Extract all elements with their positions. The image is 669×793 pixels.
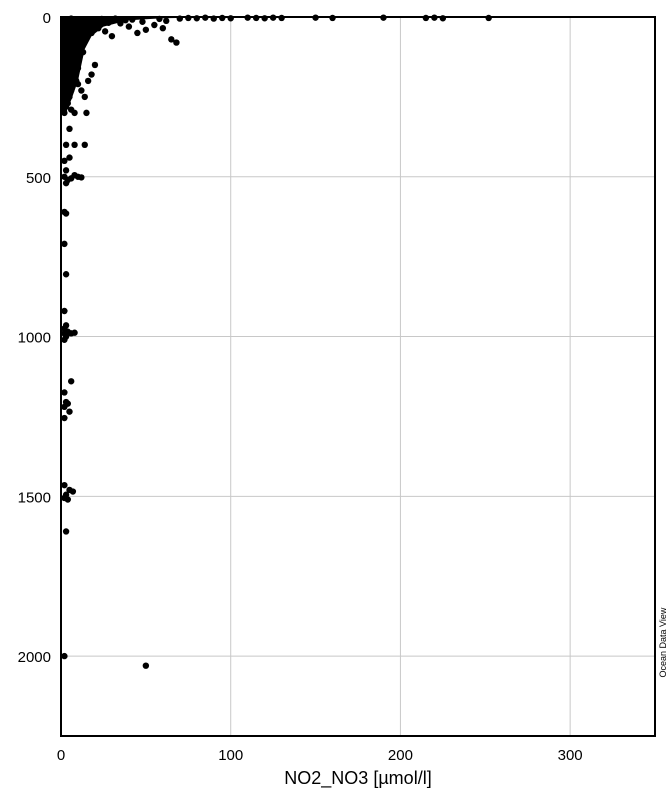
data-point xyxy=(83,109,90,117)
grid-lines xyxy=(61,17,655,736)
y-tick-label: 2000 xyxy=(18,649,51,666)
data-point xyxy=(61,157,68,164)
data-point xyxy=(62,322,70,329)
data-point xyxy=(81,141,88,149)
data-point xyxy=(95,24,102,32)
data-point xyxy=(168,36,175,43)
data-point xyxy=(122,16,129,24)
data-point xyxy=(101,28,109,35)
data-point xyxy=(61,414,68,422)
data-point xyxy=(173,39,180,46)
data-point xyxy=(142,26,150,33)
data-point xyxy=(151,21,158,29)
data-point xyxy=(61,307,68,315)
data-point xyxy=(66,93,73,101)
data-point xyxy=(91,17,99,25)
data-point xyxy=(71,141,78,149)
y-tick-label: 1000 xyxy=(18,330,51,347)
data-point xyxy=(91,61,99,69)
data-point xyxy=(61,109,68,117)
data-point xyxy=(62,103,70,110)
dense-point-cluster xyxy=(61,17,231,113)
data-point xyxy=(159,24,167,32)
data-point xyxy=(66,154,73,161)
data-point xyxy=(74,80,82,88)
data-point xyxy=(134,29,141,37)
data-point xyxy=(62,528,70,535)
data-points xyxy=(61,14,492,669)
data-point xyxy=(66,408,73,415)
tick-labels: 0 100 200 300 0 500 1000 1500 2000 xyxy=(18,10,583,764)
data-point xyxy=(61,481,68,489)
data-point xyxy=(69,488,77,495)
data-point xyxy=(62,167,70,174)
data-point xyxy=(88,71,95,78)
data-point xyxy=(105,19,112,26)
data-point xyxy=(64,496,71,503)
data-point xyxy=(64,20,71,27)
data-point xyxy=(62,271,70,278)
data-point xyxy=(61,403,68,411)
data-point xyxy=(125,23,133,30)
x-axis-label: NO2_NO3 [µmol/l] xyxy=(284,768,431,789)
data-point xyxy=(66,125,73,133)
data-point xyxy=(81,93,88,101)
data-point xyxy=(71,109,78,117)
y-tick-label: 0 xyxy=(43,10,51,27)
data-point xyxy=(61,240,68,248)
watermark-label: Ocean Data View xyxy=(658,607,668,677)
y-tick-label: 500 xyxy=(26,170,51,187)
data-point xyxy=(117,20,124,27)
x-tick-label: 100 xyxy=(218,747,243,764)
data-point xyxy=(142,662,150,669)
data-point xyxy=(67,87,75,94)
data-point xyxy=(61,336,68,343)
data-point xyxy=(71,23,78,30)
data-point xyxy=(78,26,85,33)
data-point xyxy=(67,378,75,385)
plot-frame xyxy=(60,16,656,737)
data-point xyxy=(78,87,85,94)
data-point xyxy=(79,48,87,56)
data-point xyxy=(139,18,146,25)
data-point xyxy=(88,29,95,37)
data-point xyxy=(74,18,82,25)
x-tick-label: 200 xyxy=(388,747,413,764)
data-point xyxy=(84,21,92,29)
data-point xyxy=(108,32,116,40)
data-point xyxy=(61,389,68,396)
data-point xyxy=(74,64,82,72)
data-point xyxy=(163,17,170,25)
data-point xyxy=(62,141,70,149)
data-point xyxy=(62,210,70,217)
data-point xyxy=(71,329,78,336)
data-point xyxy=(78,174,85,181)
x-tick-label: 300 xyxy=(558,747,583,764)
y-tick-label: 1500 xyxy=(18,489,51,506)
data-point xyxy=(61,652,68,660)
data-point xyxy=(84,77,92,85)
data-point xyxy=(62,179,70,187)
x-tick-label: 0 xyxy=(57,747,65,764)
